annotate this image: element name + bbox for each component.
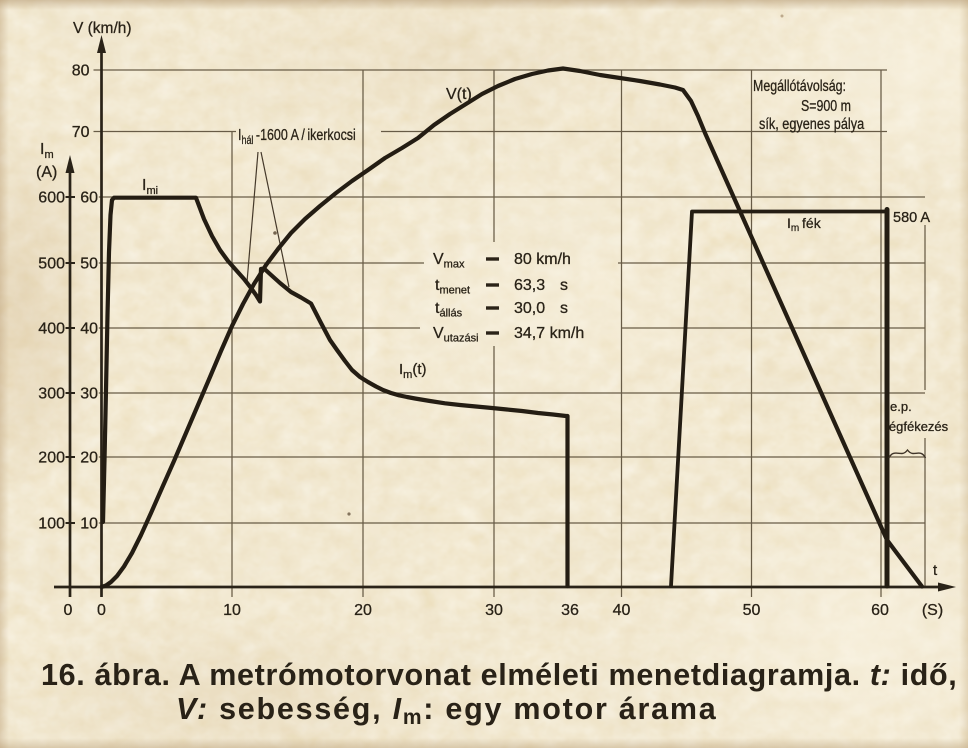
svg-text:16. ábra. A metrómotorvonat el: 16. ábra. A metrómotorvonat elméleti men… xyxy=(41,658,957,692)
svg-text:63,3: 63,3 xyxy=(514,277,545,294)
svg-text:(A): (A) xyxy=(36,164,57,181)
svg-text:500: 500 xyxy=(38,256,65,273)
svg-text:S=900 m: S=900 m xyxy=(801,97,851,115)
svg-text:V: sebesség, Im: egy motor ára: V: sebesség, Im: egy motor árama xyxy=(176,692,717,729)
svg-text:20: 20 xyxy=(80,450,98,467)
svg-text:sík, egyenes pálya: sík, egyenes pálya xyxy=(759,116,864,133)
svg-text:(S): (S) xyxy=(922,602,943,619)
svg-text:30: 30 xyxy=(485,602,503,619)
svg-text:Megállótávolság:: Megállótávolság: xyxy=(753,77,846,95)
svg-text:400: 400 xyxy=(38,321,65,338)
svg-text:200: 200 xyxy=(38,450,65,467)
svg-text:s: s xyxy=(560,300,568,317)
svg-text:40: 40 xyxy=(613,602,631,619)
svg-text:V (km/h): V (km/h) xyxy=(73,20,132,37)
svg-text:20: 20 xyxy=(354,602,372,619)
svg-text:10: 10 xyxy=(80,516,98,533)
svg-text:30,0: 30,0 xyxy=(514,300,545,317)
svg-text:10: 10 xyxy=(223,602,241,619)
svg-text:40: 40 xyxy=(80,321,98,338)
svg-text:80: 80 xyxy=(72,63,90,80)
svg-text:s: s xyxy=(560,277,568,294)
svg-text:0: 0 xyxy=(97,602,106,619)
svg-text:60: 60 xyxy=(80,190,98,207)
svg-text:300: 300 xyxy=(38,386,65,403)
svg-text:100: 100 xyxy=(38,516,65,533)
svg-text:e.p.: e.p. xyxy=(890,399,912,414)
svg-text:36: 36 xyxy=(561,602,579,619)
svg-text:580 A: 580 A xyxy=(893,210,930,226)
svg-text:600: 600 xyxy=(38,190,65,207)
svg-text:80 km/h: 80 km/h xyxy=(514,251,571,268)
svg-text:34,7 km/h: 34,7 km/h xyxy=(514,325,584,342)
svg-text:Ihál -1600 A / ikerkocsi: Ihál -1600 A / ikerkocsi xyxy=(238,127,356,148)
svg-text:0: 0 xyxy=(64,602,73,619)
svg-text:tállás: tállás xyxy=(435,300,463,320)
svg-text:70: 70 xyxy=(72,124,90,141)
svg-text:V(t): V(t) xyxy=(446,86,472,103)
svg-text:t: t xyxy=(933,562,938,579)
svg-text:50: 50 xyxy=(80,256,98,273)
svg-text:50: 50 xyxy=(743,602,761,619)
svg-text:30: 30 xyxy=(80,386,98,403)
svg-text:légfékezés: légfékezés xyxy=(886,419,949,434)
svg-text:60: 60 xyxy=(871,602,889,619)
